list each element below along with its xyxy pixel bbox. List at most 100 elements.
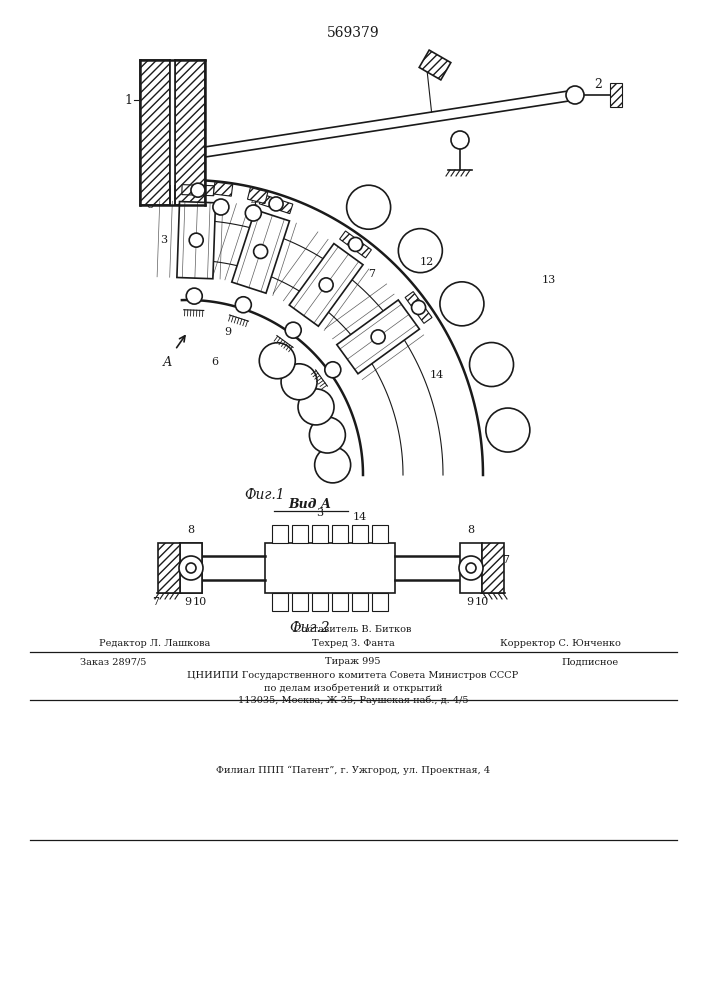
Bar bbox=[140, 60, 170, 205]
Bar bbox=[332, 593, 348, 611]
Text: 7: 7 bbox=[153, 597, 160, 607]
Text: Фиг.1: Фиг.1 bbox=[245, 488, 286, 502]
Text: Подписное: Подписное bbox=[561, 658, 619, 666]
Text: 12: 12 bbox=[420, 257, 434, 267]
Circle shape bbox=[315, 447, 351, 483]
Text: ЦНИИПИ Государственного комитета Совета Министров СССР: ЦНИИПИ Государственного комитета Совета … bbox=[187, 672, 519, 680]
Text: 9: 9 bbox=[467, 597, 474, 607]
Circle shape bbox=[566, 86, 584, 104]
Polygon shape bbox=[182, 185, 214, 196]
Bar bbox=[292, 593, 308, 611]
Bar bbox=[312, 593, 328, 611]
Text: 3: 3 bbox=[160, 235, 167, 245]
Text: 7: 7 bbox=[368, 269, 375, 279]
Polygon shape bbox=[289, 244, 363, 326]
Bar bbox=[312, 525, 328, 543]
Bar bbox=[352, 525, 368, 543]
Text: 8: 8 bbox=[187, 525, 194, 535]
Text: 7: 7 bbox=[503, 555, 510, 565]
Circle shape bbox=[189, 233, 203, 247]
Circle shape bbox=[325, 362, 341, 378]
Bar bbox=[332, 525, 348, 543]
Circle shape bbox=[398, 229, 443, 273]
Text: Фиг.2: Фиг.2 bbox=[290, 621, 330, 635]
Circle shape bbox=[186, 563, 196, 573]
Circle shape bbox=[254, 245, 268, 259]
Circle shape bbox=[179, 556, 203, 580]
Text: 14: 14 bbox=[430, 370, 444, 380]
Circle shape bbox=[371, 330, 385, 344]
Text: Тираж 995: Тираж 995 bbox=[325, 658, 381, 666]
Circle shape bbox=[451, 131, 469, 149]
Bar bbox=[482, 543, 504, 593]
Polygon shape bbox=[232, 210, 289, 293]
Polygon shape bbox=[339, 231, 371, 258]
Circle shape bbox=[459, 556, 483, 580]
Bar bbox=[272, 525, 288, 543]
Bar bbox=[180, 543, 202, 593]
Text: 5: 5 bbox=[284, 203, 291, 213]
Polygon shape bbox=[177, 202, 216, 279]
Circle shape bbox=[466, 563, 476, 573]
Circle shape bbox=[469, 343, 513, 387]
Text: 2: 2 bbox=[594, 78, 602, 91]
Polygon shape bbox=[214, 182, 233, 196]
Bar bbox=[610, 83, 622, 107]
Text: по делам изобретений и открытий: по делам изобретений и открытий bbox=[264, 683, 443, 693]
Polygon shape bbox=[419, 50, 451, 80]
Text: 8: 8 bbox=[146, 200, 153, 210]
Text: Корректор С. Юнченко: Корректор С. Юнченко bbox=[500, 640, 621, 648]
Text: Филиал ППП “Патент”, г. Ужгород, ул. Проектная, 4: Филиал ППП “Патент”, г. Ужгород, ул. Про… bbox=[216, 765, 490, 775]
Polygon shape bbox=[337, 300, 419, 374]
Text: Заказ 2897/5: Заказ 2897/5 bbox=[80, 658, 146, 666]
Bar bbox=[272, 593, 288, 611]
Text: 9: 9 bbox=[185, 597, 192, 607]
Polygon shape bbox=[259, 194, 293, 214]
Circle shape bbox=[310, 417, 346, 453]
Circle shape bbox=[285, 322, 301, 338]
Text: 1: 1 bbox=[124, 94, 132, 106]
Circle shape bbox=[259, 343, 296, 379]
Bar bbox=[175, 60, 205, 205]
Bar bbox=[292, 525, 308, 543]
Circle shape bbox=[411, 300, 426, 314]
Bar bbox=[460, 543, 482, 593]
Polygon shape bbox=[247, 188, 268, 204]
Bar bbox=[352, 593, 368, 611]
Text: А: А bbox=[162, 356, 172, 368]
Text: Составитель В. Битков: Составитель В. Битков bbox=[294, 626, 411, 635]
Text: Редактор Л. Лашкова: Редактор Л. Лашкова bbox=[100, 640, 211, 648]
Text: 14: 14 bbox=[353, 512, 367, 522]
Circle shape bbox=[235, 297, 251, 313]
Circle shape bbox=[298, 389, 334, 425]
Text: 569379: 569379 bbox=[327, 26, 380, 40]
Circle shape bbox=[319, 278, 333, 292]
Circle shape bbox=[440, 282, 484, 326]
Text: 8: 8 bbox=[467, 525, 474, 535]
Circle shape bbox=[269, 197, 283, 211]
Circle shape bbox=[186, 288, 202, 304]
Bar bbox=[170, 60, 175, 185]
Text: 11: 11 bbox=[252, 255, 267, 265]
Bar bbox=[265, 543, 395, 593]
Circle shape bbox=[245, 205, 262, 221]
Text: 10: 10 bbox=[475, 597, 489, 607]
Bar bbox=[372, 525, 388, 543]
Text: 9: 9 bbox=[224, 327, 232, 337]
Circle shape bbox=[213, 199, 229, 215]
Polygon shape bbox=[405, 292, 432, 323]
Text: 6: 6 bbox=[211, 357, 218, 367]
Text: Вид А: Вид А bbox=[288, 498, 332, 512]
Bar bbox=[158, 543, 180, 593]
Circle shape bbox=[349, 237, 363, 251]
Circle shape bbox=[486, 408, 530, 452]
Bar bbox=[180, 543, 202, 593]
Text: 13: 13 bbox=[542, 275, 556, 285]
Text: 3: 3 bbox=[317, 508, 324, 518]
Text: 113035, Москва, Ж-35, Раушская наб., д. 4/5: 113035, Москва, Ж-35, Раушская наб., д. … bbox=[238, 695, 468, 705]
Text: Техред З. Фанта: Техред З. Фанта bbox=[312, 640, 395, 648]
Circle shape bbox=[281, 364, 317, 400]
Circle shape bbox=[191, 183, 205, 197]
Bar bbox=[372, 593, 388, 611]
Text: 4: 4 bbox=[251, 197, 258, 207]
